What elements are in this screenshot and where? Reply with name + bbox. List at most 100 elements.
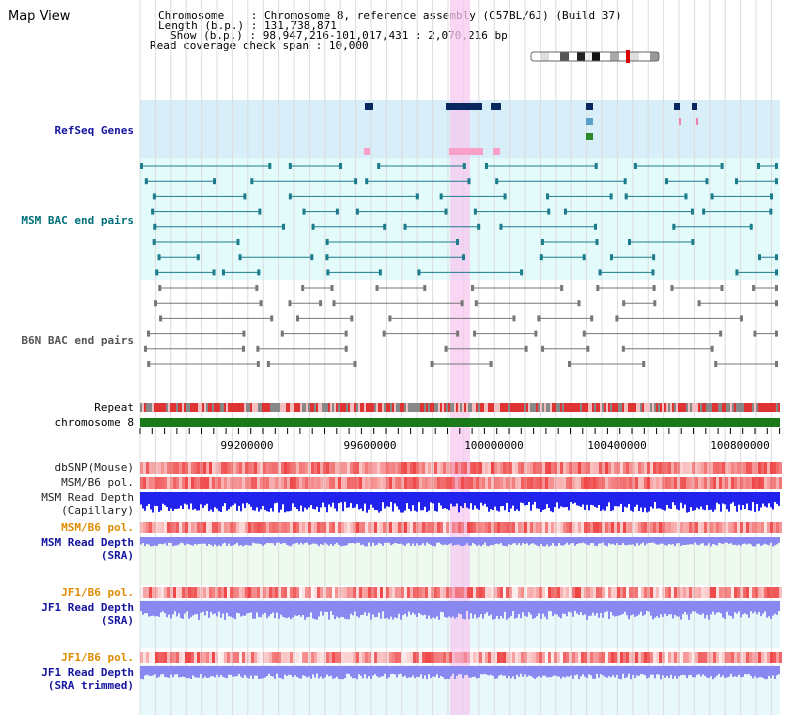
msm-bac-pair <box>540 239 544 245</box>
jf1-trim-depth-bar <box>162 666 164 674</box>
jf1-b6-pol-cell <box>338 587 341 598</box>
msm-b6-pol-cell <box>320 477 323 489</box>
msm-sra-depth-bar <box>158 537 160 544</box>
jf1-sra-depth-bar <box>778 601 780 611</box>
track-label-msm-depth-capillary[interactable]: MSM Read Depth (Capillary) <box>41 491 134 517</box>
track-label-dbsnp[interactable]: dbSNP(Mouse) <box>54 461 134 474</box>
jf1-trim-depth-bar <box>352 666 354 679</box>
msm-b6-pol-cell <box>608 477 611 489</box>
msm-bac-pair <box>520 269 524 276</box>
msm-sra-depth-bar <box>214 537 216 545</box>
msm-bac-pair <box>594 223 598 230</box>
repeat-segment <box>636 403 638 412</box>
dbsnp-cell <box>446 462 449 474</box>
track-label-b6n-bac[interactable]: B6N BAC end pairs <box>21 334 134 347</box>
jf1-sra-depth-bar <box>242 601 244 616</box>
repeat-segment <box>512 403 514 412</box>
repeat-segment <box>198 403 200 412</box>
chromosome-ideogram[interactable] <box>530 50 660 63</box>
dbsnp-cell <box>386 462 389 474</box>
jf1-b6-pol-cell <box>767 587 770 598</box>
msm-b6-pol-cell <box>458 522 461 533</box>
repeat-segment <box>384 403 386 412</box>
msm-capillary-depth-bar <box>530 492 532 511</box>
jf1-b6-pol-cell <box>713 587 716 598</box>
b6n-bac-pair <box>775 330 778 337</box>
dbsnp-cell <box>545 462 548 474</box>
msm-sra-depth-bar <box>614 537 616 546</box>
repeat-segment <box>446 403 448 412</box>
jf1-b6-pol-cell <box>353 587 356 598</box>
msm-b6-pol-cell <box>698 522 701 533</box>
msm-b6-pol-cell <box>509 522 512 533</box>
msm-capillary-depth-bar <box>482 492 484 506</box>
track-label-repeat[interactable]: Repeat <box>94 401 134 414</box>
msm-b6-pol-cell <box>743 522 746 533</box>
jf1-b6-pol-cell <box>521 587 524 598</box>
repeat-segment <box>144 403 146 412</box>
dbsnp-cell <box>401 462 404 474</box>
jf1-sra-depth-bar <box>714 601 716 615</box>
jf1-trim-depth-bar <box>728 666 730 677</box>
msm-b6-pol-cell <box>632 522 635 533</box>
msm-b6-pol-cell <box>557 522 560 533</box>
jf1-sra-depth-bar <box>266 601 268 619</box>
msm-bac-pair <box>495 178 499 185</box>
msm-b6-pol-cell <box>689 477 692 489</box>
track-label-msm-depth-sra[interactable]: MSM Read Depth (SRA) <box>41 536 134 562</box>
msm-capillary-depth-bar <box>536 492 538 509</box>
jf1-b6-pol-cell <box>737 652 740 663</box>
jf1-sra-depth-bar <box>158 601 160 617</box>
msm-sra-depth-bar <box>488 537 490 547</box>
msm-sra-depth-bar <box>634 537 636 546</box>
msm-b6-pol-cell <box>278 477 281 489</box>
msm-b6-pol-cell <box>716 477 719 489</box>
dbsnp-cell <box>680 462 683 474</box>
repeat-segment <box>158 403 160 412</box>
msm-capillary-depth-bar <box>328 492 330 505</box>
track-label-chromosome[interactable]: chromosome 8 <box>54 416 134 429</box>
track-label-jf1-depth-trimmed[interactable]: JF1 Read Depth (SRA trimmed) <box>41 666 134 692</box>
repeat-segment <box>574 403 576 412</box>
track-label-msm-b6-pol-2[interactable]: MSM/B6 pol. <box>61 521 134 534</box>
jf1-trim-depth-bar <box>294 666 296 676</box>
msm-sra-depth-bar <box>176 537 178 546</box>
dbsnp-cell <box>149 462 152 474</box>
dbsnp-cell <box>410 462 413 474</box>
track-label-refseq[interactable]: RefSeq Genes <box>54 124 134 137</box>
jf1-sra-depth-bar <box>406 601 408 617</box>
track-label-jf1-b6-pol-2[interactable]: JF1/B6 pol. <box>61 651 134 664</box>
msm-b6-pol-cell <box>278 522 281 533</box>
dbsnp-cell <box>236 462 239 474</box>
repeat-segment <box>306 403 308 412</box>
track-label-jf1-depth-sra[interactable]: JF1 Read Depth (SRA) <box>41 601 134 627</box>
msm-sra-depth-bar <box>702 537 704 544</box>
msm-b6-pol-cell <box>668 522 671 533</box>
track-label-msm-b6-pol-1[interactable]: MSM/B6 pol. <box>61 476 134 489</box>
track-label-msm-bac[interactable]: MSM BAC end pairs <box>21 214 134 227</box>
jf1-trim-depth-bar <box>142 666 144 680</box>
msm-capillary-depth-bar <box>398 492 400 510</box>
msm-bac-pair <box>609 254 613 261</box>
jf1-trim-depth-bar <box>444 666 446 680</box>
jf1-b6-pol-cell <box>350 587 353 598</box>
jf1-b6-pol-cell <box>284 652 287 663</box>
repeat-segment <box>666 403 668 412</box>
ideogram-position-marker[interactable] <box>626 50 630 63</box>
msm-capillary-depth-bar <box>564 492 566 508</box>
dbsnp-cell <box>296 462 299 474</box>
jf1-b6-pol-cell <box>203 652 206 663</box>
dbsnp-cell <box>260 462 263 474</box>
track-label-jf1-b6-pol-1[interactable]: JF1/B6 pol. <box>61 586 134 599</box>
repeat-segment <box>238 403 240 412</box>
jf1-trim-depth-bar <box>146 666 148 675</box>
repeat-segment <box>640 403 642 412</box>
repeat-segment <box>280 403 282 412</box>
msm-b6-pol-cell <box>545 522 548 533</box>
dbsnp-cell <box>389 462 392 474</box>
msm-sra-depth-bar <box>360 537 362 546</box>
jf1-sra-depth-bar <box>318 601 320 617</box>
jf1-sra-depth-bar <box>484 601 486 614</box>
dbsnp-cell <box>365 462 368 474</box>
